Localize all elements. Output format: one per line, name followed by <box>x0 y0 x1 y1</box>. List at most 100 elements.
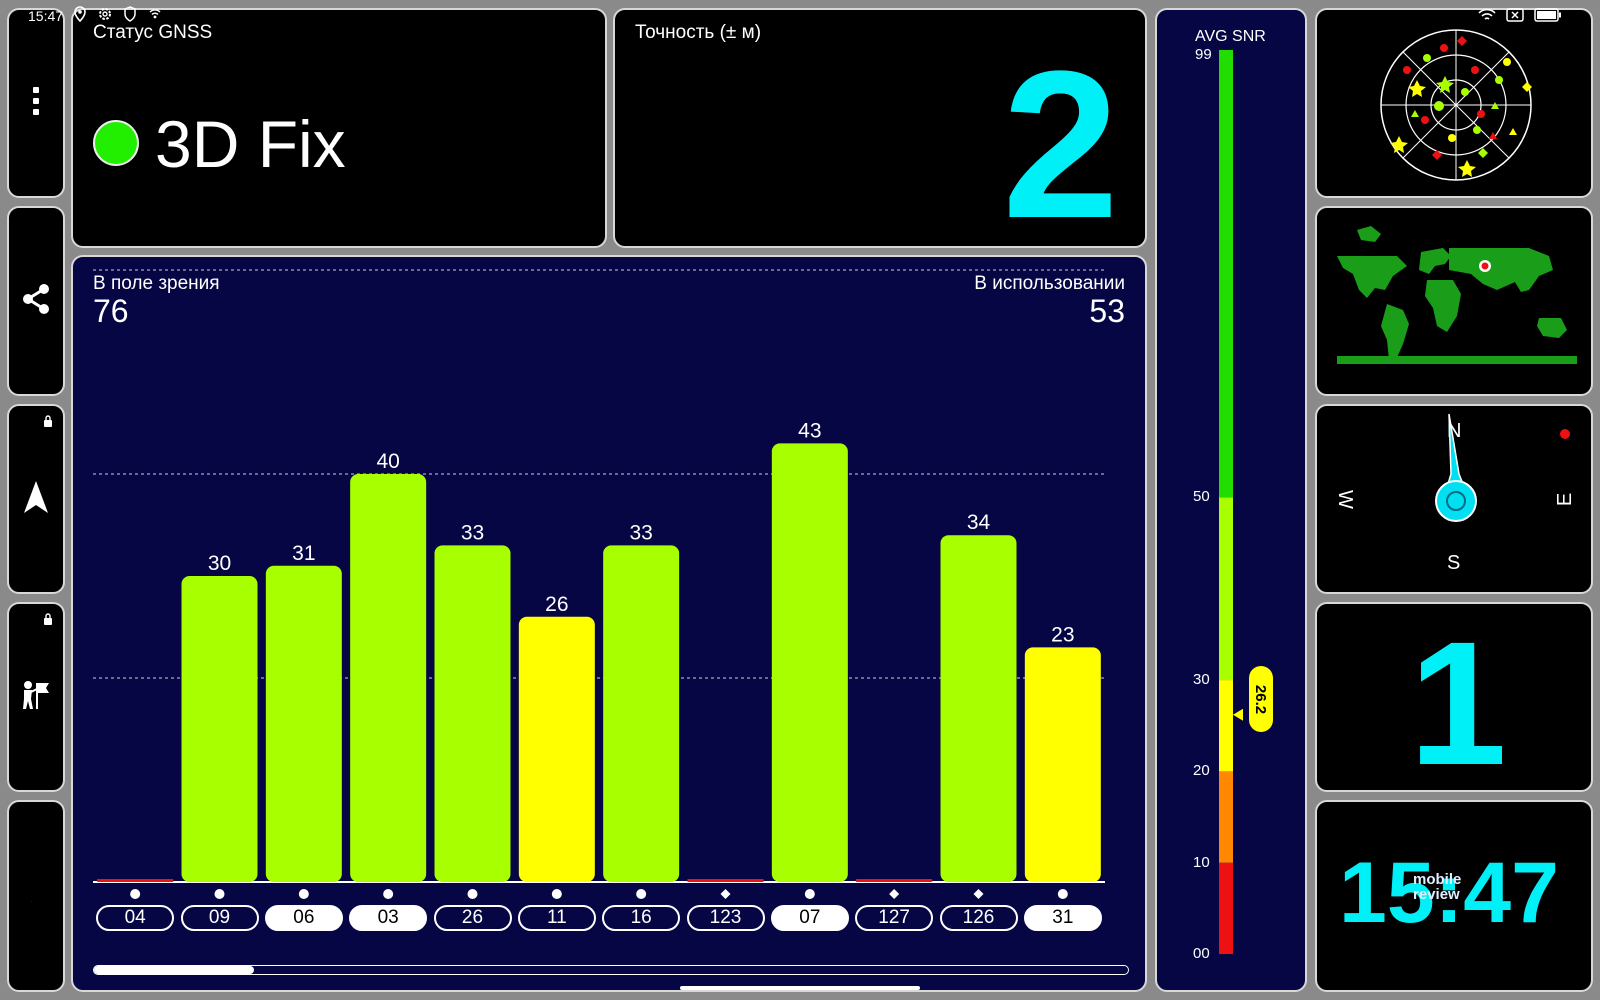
snr-value: 26.2 <box>1252 684 1270 714</box>
person-flag-icon <box>20 679 52 716</box>
home-indicator[interactable] <box>680 986 920 990</box>
constellation-marker <box>298 889 309 899</box>
constellation-marker <box>383 889 394 899</box>
satellite-chart-panel: В поле зрения 76 В использовании 53 30 31… <box>71 255 1147 992</box>
snr-tick-label: 20 <box>1193 762 1210 780</box>
status-time: 15:47 <box>28 7 64 24</box>
satellite-id-label[interactable]: 03 <box>349 905 428 931</box>
navigation-arrow-icon <box>23 480 49 519</box>
snr-bar[interactable] <box>940 535 1017 882</box>
bar-value-label: 40 <box>376 450 399 473</box>
world-map-panel[interactable] <box>1315 206 1593 396</box>
lock-icon <box>43 414 53 432</box>
snr-bar[interactable] <box>687 879 764 882</box>
bar-value-label: 23 <box>1051 623 1074 646</box>
snr-pointer <box>1233 708 1243 721</box>
satellite-id-label[interactable]: 07 <box>770 905 849 931</box>
snr-bar[interactable] <box>771 443 848 882</box>
satellite-id-label[interactable]: 126 <box>939 905 1018 931</box>
snr-bar[interactable] <box>97 879 174 882</box>
in-use-count: 53 <box>1089 293 1125 329</box>
moon-icon <box>24 879 48 914</box>
share-icon <box>21 283 51 320</box>
satellite-id-label[interactable]: 04 <box>96 905 175 931</box>
snr-tick-label: 30 <box>1193 671 1210 689</box>
bar-value-label: 26 <box>545 593 568 616</box>
satellite-count-panel[interactable]: 1 <box>1315 602 1593 792</box>
compass-north: N <box>1447 420 1462 442</box>
snr-tick-label: 10 <box>1193 853 1210 871</box>
map-mode-button[interactable] <box>7 602 65 792</box>
snr-segment <box>1219 680 1233 772</box>
snr-bar[interactable] <box>265 565 342 882</box>
snr-title: AVG SNR <box>1195 28 1266 45</box>
wifi-icon <box>1478 8 1496 27</box>
snr-segment <box>1219 771 1233 863</box>
lock-icon <box>43 612 53 630</box>
satellite-id-label[interactable]: 06 <box>264 905 343 931</box>
in-use-label: В использовании <box>974 273 1125 294</box>
bar-value-label: 33 <box>461 521 484 544</box>
constellation-marker <box>1057 889 1068 899</box>
menu-button[interactable] <box>7 8 65 198</box>
constellation-marker <box>551 889 562 899</box>
no-sim-icon <box>1506 8 1524 27</box>
satellite-id-label[interactable]: 127 <box>855 905 934 931</box>
compass-south: S <box>1447 552 1461 574</box>
shield-icon <box>123 6 137 25</box>
constellation-marker <box>973 889 984 899</box>
satellite-id-label[interactable]: 11 <box>517 905 596 931</box>
accuracy-value: 2 <box>1002 27 1119 262</box>
signal-icon <box>147 6 163 25</box>
bar-value-label: 43 <box>798 419 821 442</box>
snr-bar[interactable] <box>350 474 427 882</box>
horizontal-scrollbar[interactable] <box>93 965 1129 975</box>
compass <box>1435 413 1570 522</box>
bar-value-label: 33 <box>629 521 652 544</box>
fix-indicator-dot <box>93 120 139 166</box>
snr-bar[interactable] <box>856 879 933 882</box>
sky-plot <box>1380 29 1532 181</box>
bar-value-label: 34 <box>967 511 991 534</box>
snr-max-label: 99 <box>1195 46 1212 63</box>
satellite-id-label[interactable]: 31 <box>1023 905 1102 931</box>
night-mode-button[interactable] <box>7 800 65 992</box>
clock-panel[interactable]: 15:47 mobile review <box>1315 800 1593 992</box>
compass-panel[interactable]: N S W E <box>1315 404 1593 594</box>
snr-bar-chart: 30 31 40 33 26 33 43 34 23 <box>93 269 1105 899</box>
compass-west: W <box>1333 490 1356 509</box>
clock-time: 15:47 <box>1339 845 1559 941</box>
gnss-status-panel: Статус GNSS 3D Fix <box>71 8 607 248</box>
compass-east: E <box>1554 492 1577 507</box>
share-button[interactable] <box>7 206 65 396</box>
in-view-count: 76 <box>93 293 129 329</box>
fix-status-text: 3D Fix <box>155 107 346 181</box>
satellite-id-label[interactable]: 16 <box>602 905 681 931</box>
snr-value-badge: 26.2 <box>1249 666 1273 732</box>
snr-bar[interactable] <box>518 616 595 882</box>
snr-segment <box>1219 50 1233 498</box>
avg-snr-panel: AVG SNR 99 50 30 20 10 00 26.2 <box>1155 8 1307 992</box>
satellite-id-label[interactable]: 26 <box>433 905 512 931</box>
snr-bar[interactable] <box>181 576 258 882</box>
snr-tick-label: 50 <box>1193 488 1210 506</box>
constellation-marker <box>636 889 647 899</box>
more-vertical-icon <box>31 86 41 121</box>
battery-icon <box>1534 8 1562 27</box>
snr-segment <box>1219 497 1233 681</box>
satellite-id-label[interactable]: 123 <box>686 905 765 931</box>
location-icon <box>73 6 87 25</box>
snr-bar[interactable] <box>603 545 680 882</box>
navigate-button[interactable] <box>7 404 65 594</box>
snr-bar[interactable] <box>434 545 511 882</box>
snr-segment <box>1219 862 1233 954</box>
scrollbar-thumb[interactable] <box>94 966 254 974</box>
snr-bar[interactable] <box>1024 647 1101 882</box>
satellite-id-label[interactable]: 09 <box>180 905 259 931</box>
accuracy-title: Точность (± м) <box>635 22 762 43</box>
accuracy-panel: Точность (± м) 2 <box>613 8 1147 262</box>
constellation-marker <box>720 889 731 899</box>
gnss-status-title: Статус GNSS <box>93 22 213 43</box>
status-bar: 15:47 <box>28 6 163 25</box>
sky-plot-panel[interactable] <box>1315 8 1593 198</box>
